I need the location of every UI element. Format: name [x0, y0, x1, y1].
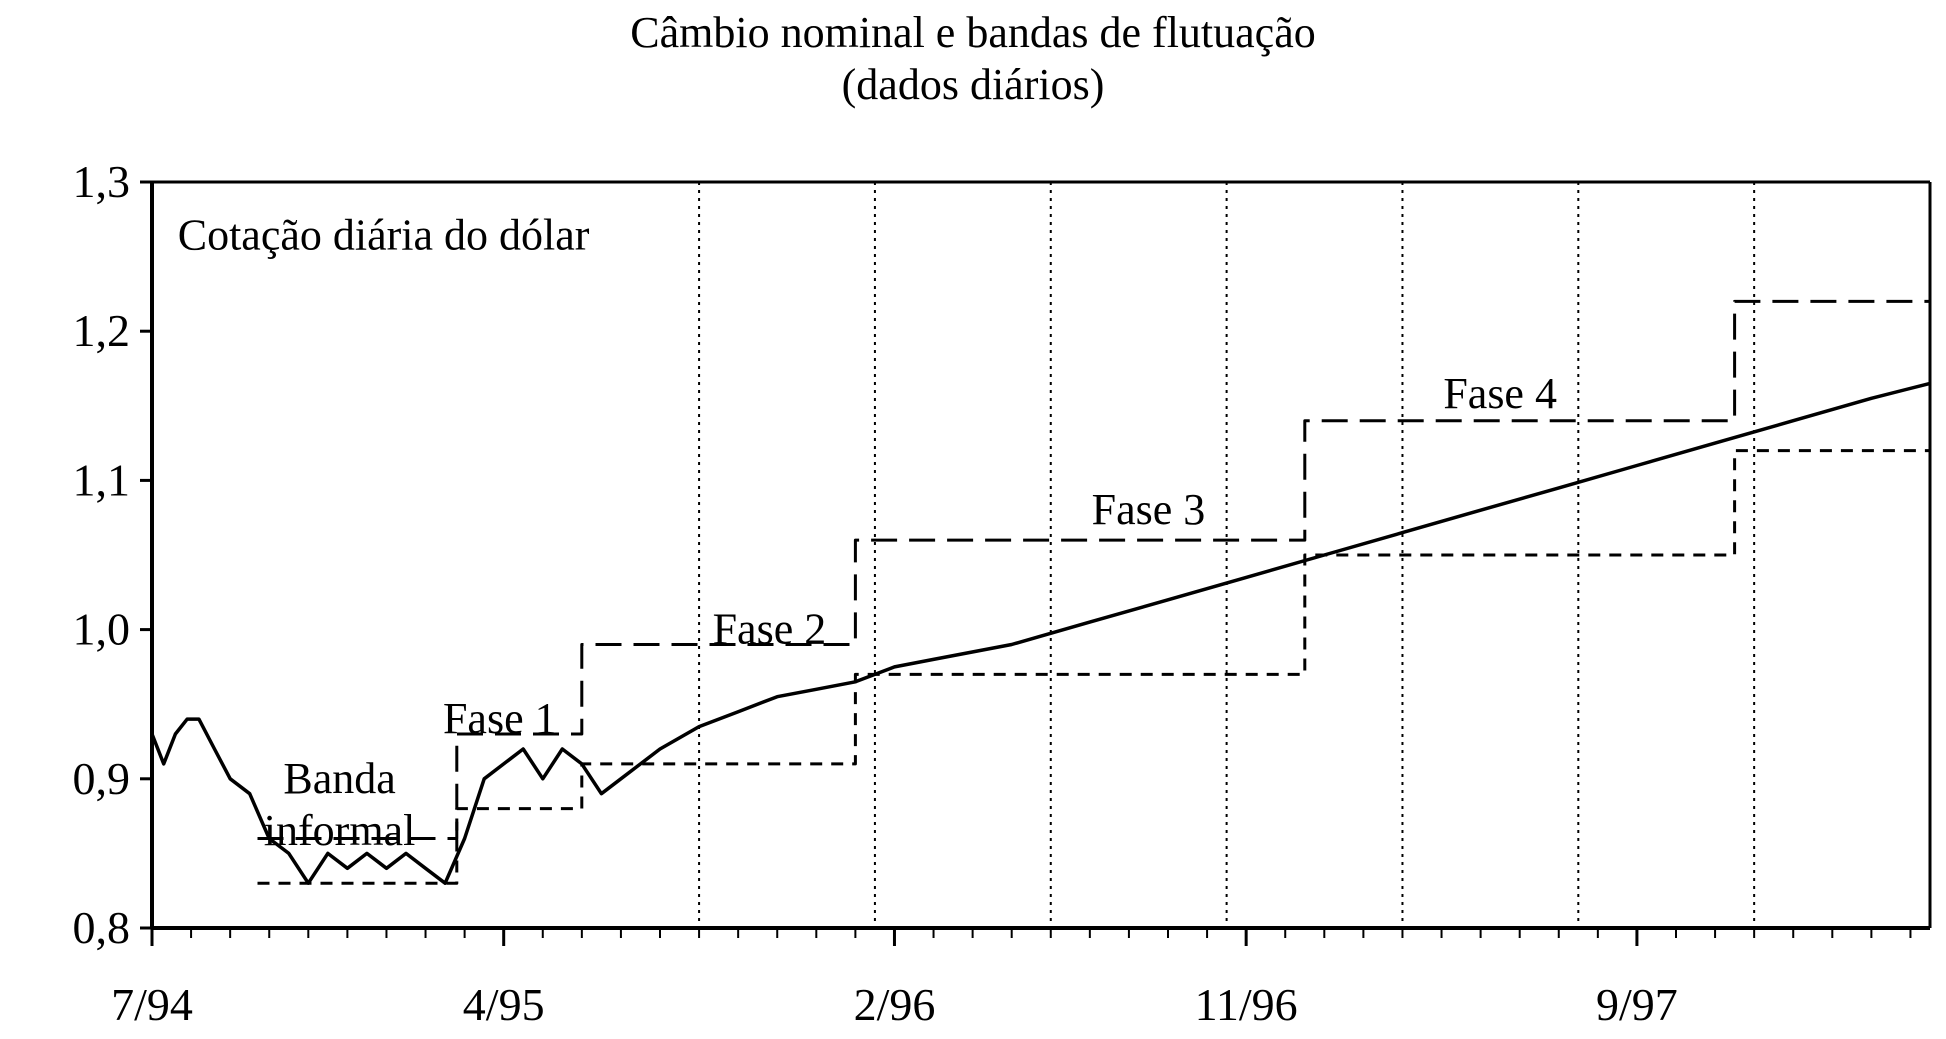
- chart-subtitle: (dados diários): [841, 60, 1105, 109]
- x-tick-label: 4/95: [463, 979, 545, 1030]
- y-tick-label: 0,9: [73, 753, 131, 804]
- annotation-label: Cotação diária do dólar: [178, 211, 590, 260]
- lower-band-line: [257, 449, 1930, 885]
- annotation-label: Fase 3: [1092, 485, 1206, 534]
- x-tick-label: 11/96: [1195, 979, 1298, 1030]
- x-tick-label: 9/97: [1596, 979, 1678, 1030]
- y-tick-label: 1,0: [73, 604, 131, 655]
- chart-title: Câmbio nominal e bandas de flutuação: [630, 8, 1316, 57]
- annotation-label: Fase 4: [1443, 369, 1557, 418]
- annotation-label: Fase 2: [713, 605, 827, 654]
- annotation-label: informal: [264, 806, 416, 855]
- band-lines: [257, 299, 1930, 885]
- annotation-label: Fase 1: [443, 694, 557, 743]
- y-tick-label: 1,2: [73, 305, 131, 356]
- x-tick-label: 2/96: [854, 979, 936, 1030]
- exchange-rate-line: [150, 381, 1931, 885]
- annotation-label: Banda: [283, 754, 395, 803]
- x-tick-label: 7/94: [111, 979, 193, 1030]
- tick-labels: 0,8 0,9 1,0 1,1 1,2 1,3 7/94 4/95 2/96 11/96 9/97: [73, 156, 1678, 1030]
- exchange-rate-series: [150, 381, 1931, 885]
- y-tick-label: 1,3: [73, 156, 131, 207]
- y-tick-label: 1,1: [73, 454, 131, 505]
- y-tick-label: 0,8: [73, 902, 131, 953]
- axes: [140, 180, 1932, 946]
- upper-band-line: [257, 299, 1930, 840]
